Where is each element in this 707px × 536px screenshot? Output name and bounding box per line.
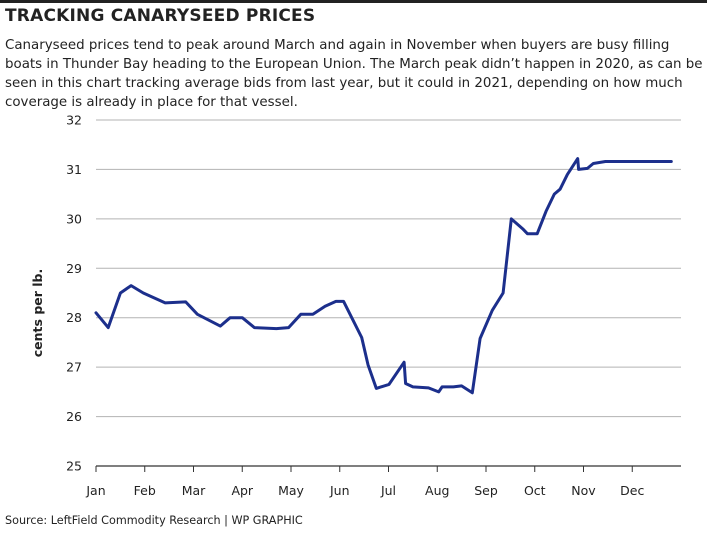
top-rule [0, 0, 707, 3]
chart-title: TRACKING CANARYSEED PRICES [5, 6, 316, 26]
x-tick-label-oct: Oct [524, 483, 546, 498]
y-tick-label-29: 29 [66, 261, 82, 276]
x-tick-label-jul: Jul [380, 483, 396, 498]
x-tick-label-feb: Feb [134, 483, 156, 498]
y-tick-label-32: 32 [66, 113, 82, 128]
y-axis-label: cents per lb. [30, 269, 45, 357]
x-tick-label-mar: Mar [182, 483, 206, 498]
x-tick-label-jun: Jun [329, 483, 350, 498]
y-tick-label-27: 27 [66, 360, 82, 375]
chart-subtitle: Canaryseed prices tend to peak around Ma… [5, 38, 703, 110]
x-tick-label-nov: Nov [571, 483, 596, 498]
x-tick-label-sep: Sep [474, 483, 498, 498]
y-tick-label-25: 25 [66, 459, 82, 474]
y-tick-label-26: 26 [66, 409, 82, 424]
y-tick-label-31: 31 [66, 162, 82, 177]
x-tick-label-may: May [278, 483, 304, 498]
x-tick-label-apr: Apr [231, 483, 253, 498]
x-tick-label-dec: Dec [620, 483, 644, 498]
x-tick-label-jan: Jan [85, 483, 105, 498]
x-tick-label-aug: Aug [425, 483, 449, 498]
y-tick-label-30: 30 [66, 211, 82, 226]
y-tick-label-28: 28 [66, 310, 82, 325]
price-series-line [94, 157, 673, 395]
source-credit: Source: LeftField Commodity Research | W… [5, 514, 303, 527]
